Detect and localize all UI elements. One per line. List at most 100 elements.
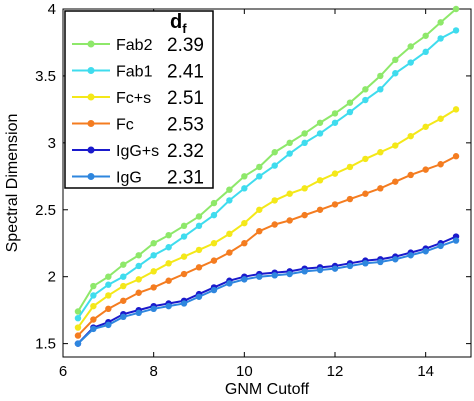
- data-point: [437, 115, 444, 122]
- data-point: [210, 199, 218, 207]
- data-point: [210, 211, 218, 219]
- legend-df-value: 2.39: [167, 35, 204, 56]
- legend-df-value: 2.51: [167, 88, 204, 109]
- data-point: [331, 110, 339, 117]
- data-point: [105, 321, 112, 329]
- data-point: [210, 257, 218, 264]
- data-point: [195, 246, 203, 254]
- data-point: [226, 197, 233, 204]
- data-point: [331, 265, 339, 272]
- data-point: [452, 106, 460, 113]
- data-point: [271, 149, 278, 156]
- legend-swatch-marker: [87, 120, 95, 127]
- data-point: [241, 173, 248, 180]
- data-point: [316, 177, 324, 184]
- data-point: [150, 240, 157, 247]
- data-point: [120, 282, 127, 290]
- legend-label: IgG: [116, 170, 142, 187]
- data-point: [407, 252, 414, 259]
- data-point: [226, 280, 233, 287]
- data-point: [346, 195, 354, 203]
- data-point: [226, 230, 233, 238]
- data-point: [105, 292, 112, 299]
- legend-df-value: 2.31: [167, 168, 204, 189]
- data-point: [120, 313, 127, 321]
- series-fc: [74, 153, 460, 339]
- data-point: [362, 260, 369, 267]
- data-point: [301, 211, 308, 219]
- data-point: [437, 35, 444, 42]
- data-point: [301, 185, 308, 192]
- legend-entry: Fab1 2.41: [72, 62, 204, 83]
- data-point: [226, 186, 233, 193]
- data-point: [120, 261, 127, 268]
- data-point: [135, 252, 142, 259]
- x-tick-label: 8: [149, 363, 157, 380]
- data-point: [180, 300, 188, 307]
- data-point: [74, 308, 82, 315]
- legend-label: Fab1: [116, 64, 153, 81]
- data-point: [362, 190, 369, 197]
- data-point: [150, 252, 157, 259]
- data-point: [331, 119, 339, 126]
- data-point: [392, 142, 399, 149]
- data-point: [165, 277, 172, 284]
- data-point: [135, 276, 142, 283]
- data-point: [241, 219, 248, 227]
- data-point: [271, 221, 278, 228]
- y-tick-label: 3.5: [35, 68, 56, 85]
- data-point: [346, 99, 354, 106]
- data-point: [74, 332, 82, 339]
- legend-entry: Fab2 2.39: [72, 35, 204, 56]
- data-point: [135, 262, 142, 270]
- y-axis-title: Spectral Dimension: [4, 114, 21, 253]
- y-tick-label: 2.5: [35, 202, 56, 219]
- data-point: [195, 222, 203, 230]
- data-point: [286, 270, 293, 278]
- data-point: [392, 256, 399, 263]
- data-point: [452, 5, 460, 13]
- legend-swatch-marker: [87, 173, 95, 180]
- series-fab1: [74, 27, 460, 322]
- data-point: [256, 206, 263, 213]
- data-point: [331, 170, 339, 177]
- series-igg: [74, 237, 460, 347]
- series-line: [77, 8, 457, 313]
- data-point: [74, 314, 82, 322]
- data-point: [362, 96, 369, 104]
- data-point: [377, 86, 384, 93]
- data-point: [180, 222, 188, 230]
- data-point: [422, 48, 429, 56]
- data-point: [362, 86, 369, 93]
- data-point: [316, 119, 324, 126]
- legend-entry: IgG+s 2.32: [72, 141, 204, 162]
- y-tick-label: 2: [48, 269, 56, 286]
- data-point: [105, 281, 112, 288]
- x-tick-label: 10: [236, 363, 253, 380]
- data-point: [195, 264, 203, 271]
- data-point: [437, 242, 444, 250]
- data-point: [301, 139, 308, 147]
- data-point: [452, 27, 460, 34]
- data-point: [256, 273, 263, 280]
- data-point: [74, 324, 82, 331]
- data-point: [392, 56, 399, 64]
- legend-header-base: d: [170, 11, 182, 33]
- data-point: [271, 272, 278, 279]
- data-point: [226, 249, 233, 256]
- data-point: [210, 240, 218, 247]
- legend-entry: IgG 2.31: [72, 168, 204, 189]
- data-point: [437, 161, 444, 168]
- data-point: [90, 282, 97, 290]
- data-point: [90, 316, 97, 323]
- legend-label: Fc: [116, 117, 134, 134]
- data-point: [392, 70, 399, 77]
- ticks-layer: 6 8 10 12 141.522.533.54: [35, 1, 471, 380]
- legend-label: Fab2: [116, 37, 153, 54]
- data-point: [286, 190, 293, 197]
- data-point: [90, 302, 97, 310]
- data-point: [271, 197, 278, 204]
- data-point: [346, 262, 354, 270]
